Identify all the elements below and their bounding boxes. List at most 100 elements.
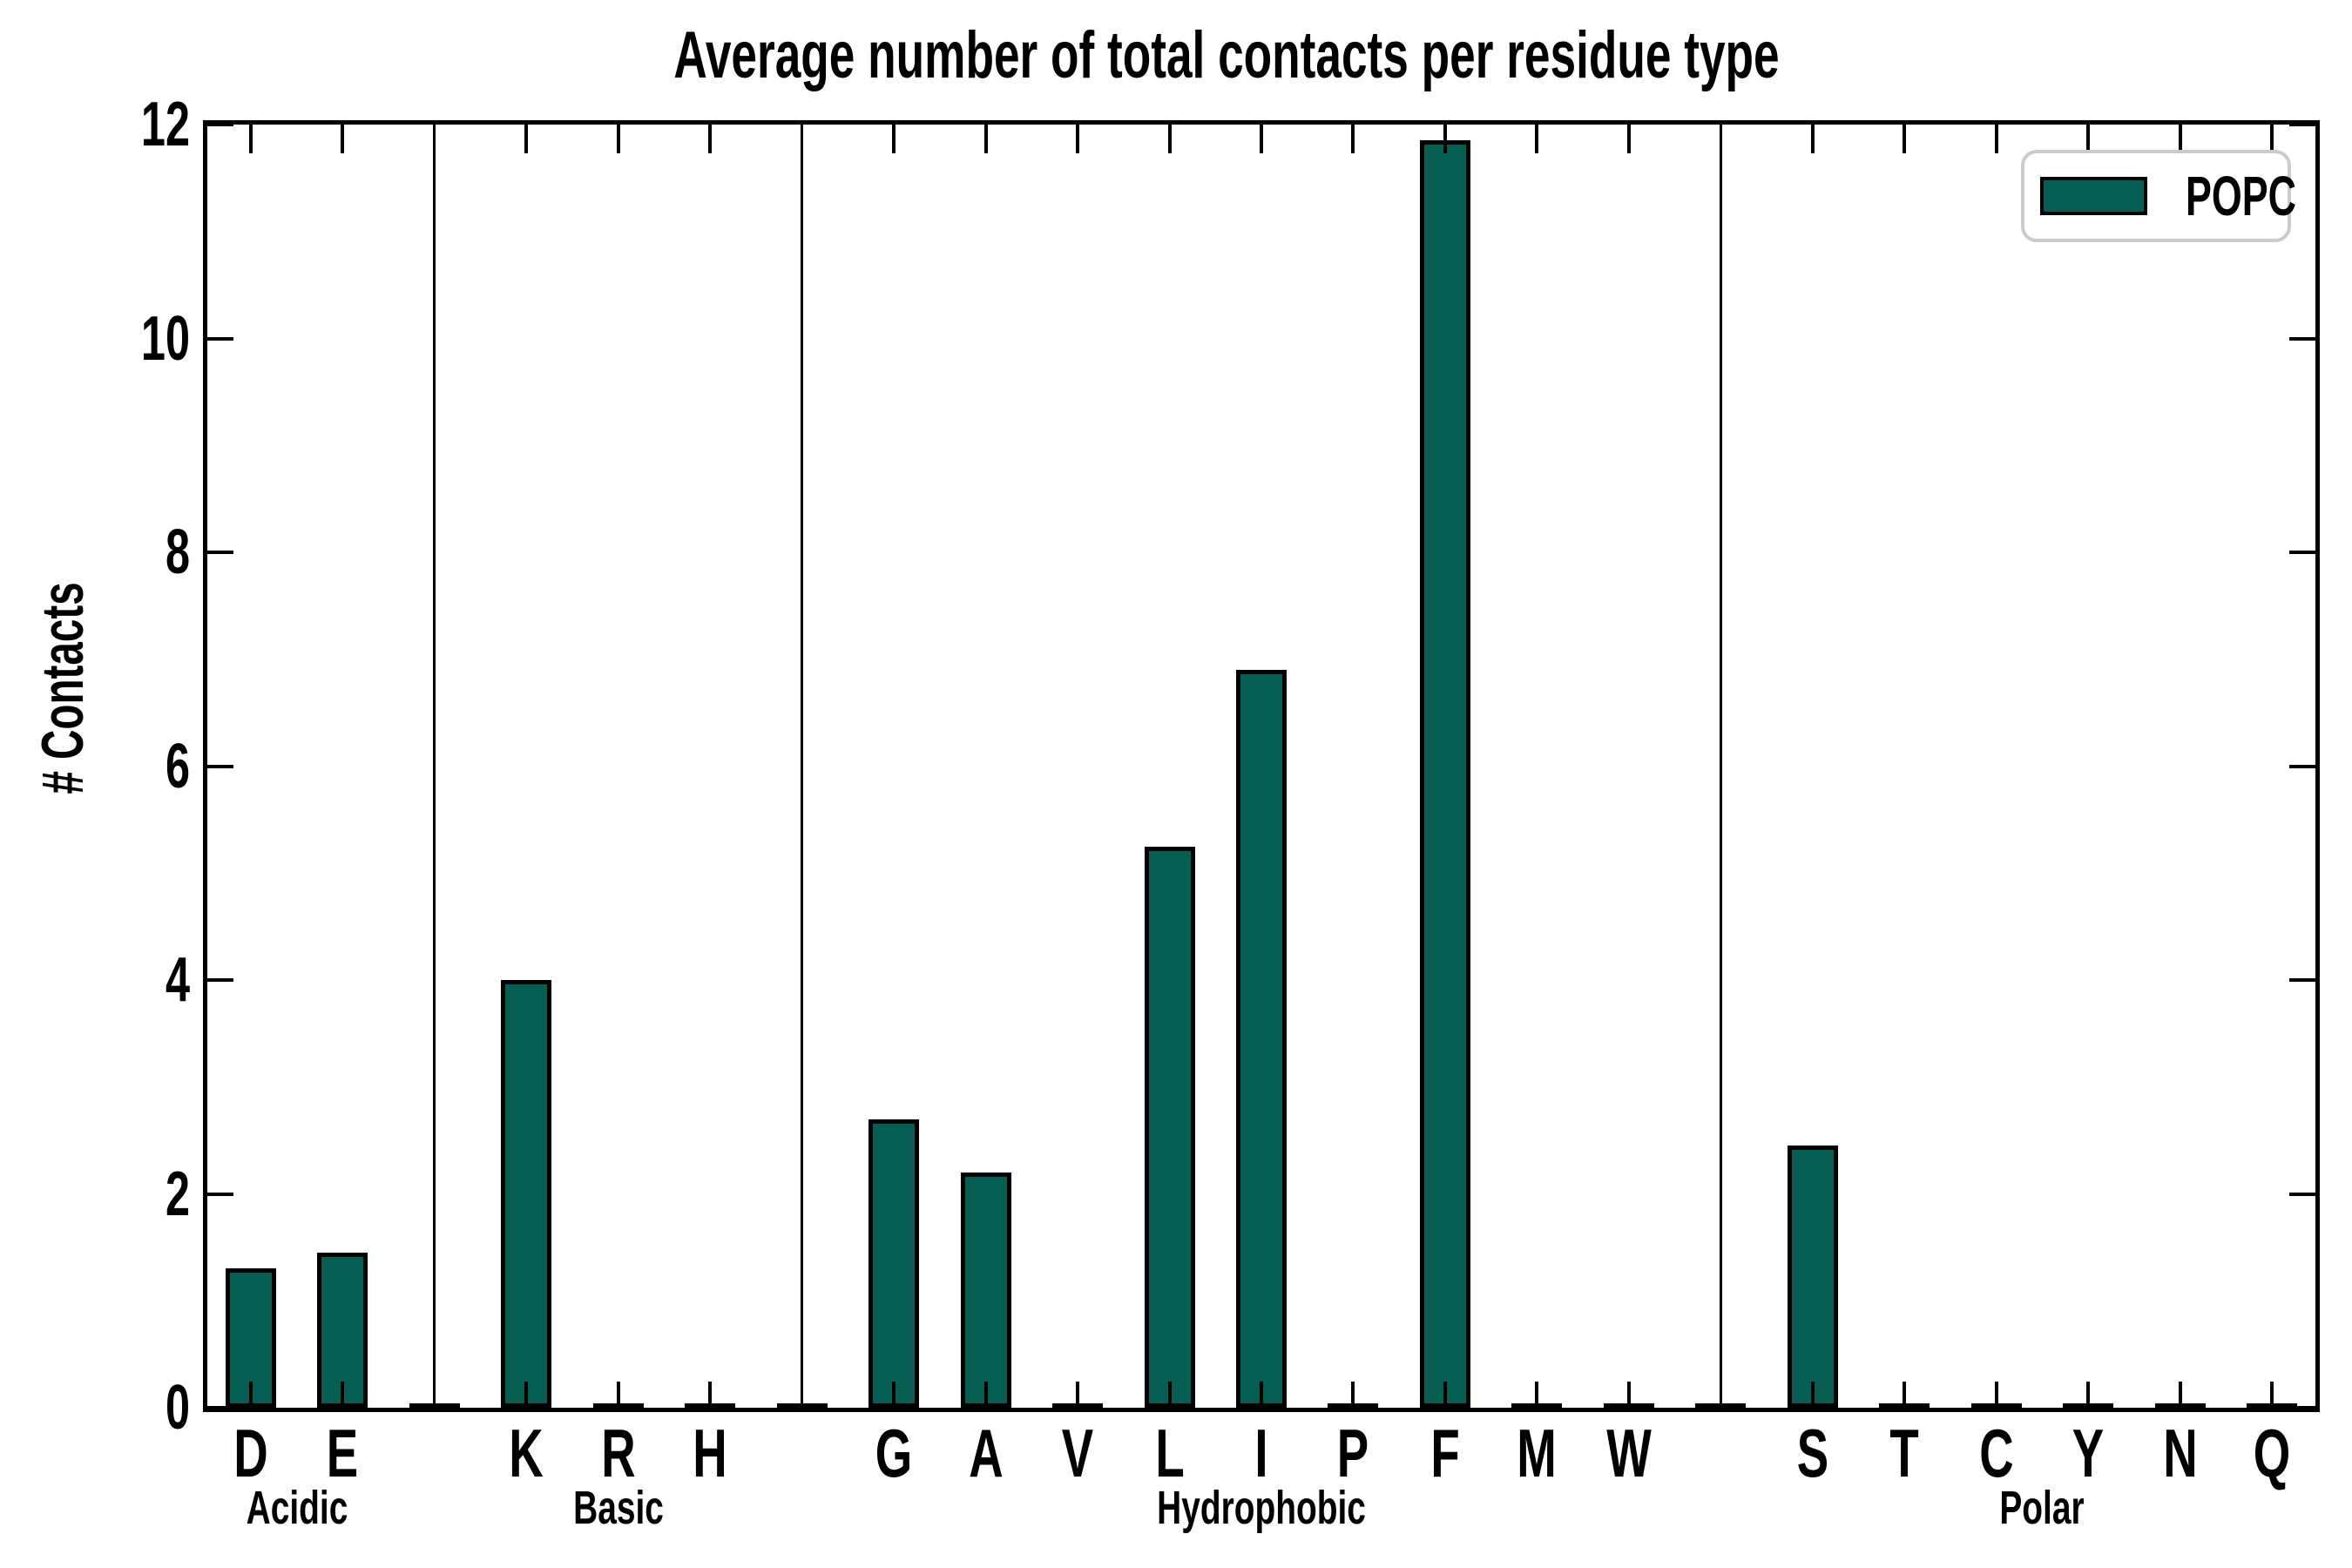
- x-tick-top-E: [341, 125, 345, 153]
- group-separator-line: [801, 125, 804, 1408]
- y-tick-right-12: [2289, 123, 2315, 126]
- group-label-polar: Polar: [1999, 1482, 2085, 1534]
- y-tick-right-10: [2289, 336, 2315, 341]
- x-tick-bottom-S: [1810, 1382, 1815, 1408]
- plot-area: [207, 123, 2315, 1409]
- x-tick-label-G: G: [875, 1415, 913, 1491]
- y-tick-label-2: 2: [165, 1159, 190, 1229]
- bar-S: [1787, 1146, 1838, 1408]
- bar-I: [1236, 670, 1287, 1408]
- y-tick-right-4: [2289, 978, 2315, 982]
- x-tick-label-W: W: [1606, 1415, 1652, 1491]
- x-tick-label-D: D: [233, 1415, 268, 1491]
- x-tick-top-G: [892, 125, 896, 153]
- x-tick-top-T: [1903, 125, 1907, 153]
- x-tick-bottom-K: [524, 1382, 529, 1408]
- x-tick-top-K: [524, 125, 529, 153]
- x-tick-bottom-W: [1626, 1382, 1631, 1408]
- y-tick-label-8: 8: [165, 517, 190, 587]
- x-tick-label-V: V: [1061, 1415, 1094, 1491]
- y-tick-right-0: [2289, 1406, 2315, 1409]
- x-tick-bottom-D: [249, 1382, 253, 1408]
- y-tick-left-2: [207, 1192, 233, 1196]
- x-tick-bottom-F: [1443, 1382, 1447, 1408]
- y-tick-left-12: [207, 123, 233, 126]
- x-tick-label-A: A: [968, 1415, 1004, 1491]
- x-tick-bottom-E: [341, 1382, 345, 1408]
- x-tick-top-Y: [2086, 125, 2091, 153]
- x-tick-label-F: F: [1430, 1415, 1460, 1491]
- bar-K: [501, 980, 552, 1408]
- legend-swatch-popc: [2040, 177, 2147, 215]
- y-tick-left-4: [207, 978, 233, 982]
- plot-frame: [203, 120, 2320, 1412]
- group-label-hydrophobic: Hydrophobic: [1157, 1482, 1366, 1534]
- y-tick-label-6: 6: [165, 731, 190, 801]
- y-tick-left-8: [207, 551, 233, 554]
- x-tick-top-S: [1810, 125, 1815, 153]
- x-tick-top-R: [616, 125, 620, 153]
- y-tick-left-6: [207, 764, 233, 768]
- group-separator-line: [1719, 125, 1722, 1408]
- y-tick-label-12: 12: [140, 90, 190, 159]
- x-tick-top-N: [2178, 125, 2182, 153]
- x-tick-label-E: E: [327, 1415, 359, 1491]
- x-tick-bottom-L: [1167, 1382, 1172, 1408]
- legend-label: POPC: [2186, 165, 2296, 227]
- x-tick-top-F: [1443, 125, 1447, 153]
- x-tick-top-Q: [2270, 125, 2274, 153]
- x-tick-label-M: M: [1517, 1415, 1558, 1491]
- zero-bar-placeholder: [1695, 1403, 1747, 1408]
- x-tick-label-L: L: [1154, 1415, 1185, 1491]
- bar-A: [960, 1173, 1011, 1408]
- x-tick-bottom-A: [983, 1382, 988, 1408]
- y-tick-right-6: [2289, 764, 2315, 768]
- x-tick-top-I: [1260, 125, 1263, 153]
- group-label-basic: Basic: [572, 1482, 664, 1534]
- x-tick-bottom-M: [1535, 1382, 1539, 1408]
- x-tick-label-P: P: [1337, 1415, 1369, 1491]
- x-tick-bottom-H: [708, 1382, 713, 1408]
- x-tick-bottom-R: [616, 1382, 620, 1408]
- x-tick-label-Q: Q: [2253, 1415, 2291, 1491]
- group-label-acidic: Acidic: [246, 1482, 348, 1534]
- x-tick-label-T: T: [1889, 1415, 1919, 1491]
- x-tick-top-L: [1167, 125, 1172, 153]
- x-tick-top-W: [1626, 125, 1631, 153]
- x-tick-label-H: H: [693, 1415, 727, 1491]
- x-tick-bottom-Q: [2270, 1382, 2274, 1408]
- y-tick-label-4: 4: [165, 945, 190, 1015]
- x-tick-bottom-P: [1351, 1382, 1355, 1408]
- x-tick-bottom-G: [892, 1382, 896, 1408]
- x-tick-bottom-N: [2178, 1382, 2182, 1408]
- y-tick-left-0: [207, 1406, 233, 1409]
- zero-bar-placeholder: [776, 1403, 828, 1408]
- zero-bar-placeholder: [409, 1403, 460, 1408]
- x-tick-label-I: I: [1254, 1415, 1268, 1491]
- y-tick-label-10: 10: [140, 303, 190, 374]
- bar-L: [1144, 847, 1195, 1408]
- y-tick-left-10: [207, 336, 233, 341]
- x-tick-top-M: [1535, 125, 1539, 153]
- x-tick-top-A: [983, 125, 988, 153]
- x-tick-bottom-I: [1260, 1382, 1263, 1408]
- x-tick-top-C: [1994, 125, 1998, 153]
- bar-G: [868, 1119, 920, 1408]
- x-tick-label-N: N: [2162, 1415, 2198, 1491]
- x-tick-top-P: [1351, 125, 1355, 153]
- x-tick-label-K: K: [509, 1415, 544, 1491]
- y-tick-label-0: 0: [165, 1373, 190, 1443]
- x-tick-label-S: S: [1796, 1415, 1828, 1491]
- y-tick-right-8: [2289, 551, 2315, 554]
- legend: POPC: [2021, 150, 2296, 242]
- chart-title: Average number of total contacts per res…: [673, 18, 1780, 92]
- x-tick-label-C: C: [1978, 1415, 2014, 1491]
- x-tick-top-H: [708, 125, 713, 153]
- x-tick-label-Y: Y: [2072, 1415, 2105, 1491]
- x-tick-bottom-V: [1076, 1382, 1080, 1408]
- x-tick-bottom-T: [1903, 1382, 1907, 1408]
- x-tick-label-R: R: [601, 1415, 636, 1491]
- group-separator-line: [433, 125, 436, 1408]
- x-tick-bottom-C: [1994, 1382, 1998, 1408]
